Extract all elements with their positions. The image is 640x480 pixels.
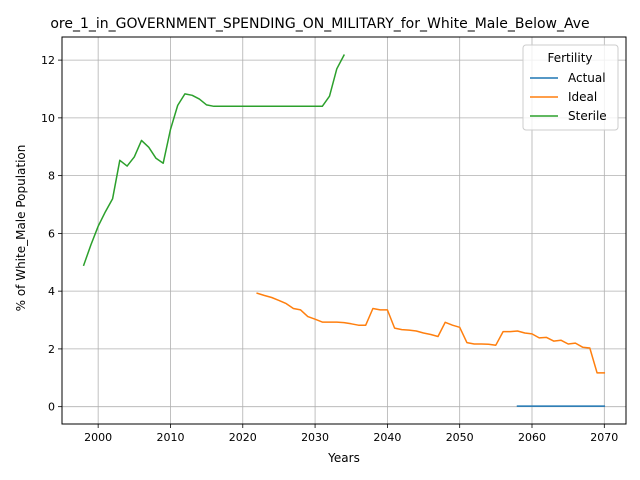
legend-label-sterile: Sterile (568, 109, 607, 123)
legend-box (522, 44, 619, 131)
x-axis-label: Years (327, 451, 360, 465)
y-tick-label: 8 (48, 170, 55, 183)
legend-label-ideal: Ideal (568, 90, 597, 104)
x-tick-label: 2010 (156, 431, 184, 444)
y-tick-label: 2 (48, 343, 55, 356)
y-axis-ticks: 0 2 4 6 8 10 12 (41, 54, 62, 414)
plot-frame (61, 36, 627, 425)
series-line-sterile (82, 54, 346, 267)
legend-entries: Actual Ideal Sterile (530, 71, 607, 123)
series-line-ideal (256, 292, 606, 374)
x-tick-label: 2070 (590, 431, 618, 444)
x-tick-label: 2050 (446, 431, 474, 444)
y-tick-label: 0 (48, 401, 55, 414)
y-tick-label: 10 (41, 112, 55, 125)
x-tick-label: 2020 (229, 431, 257, 444)
plot-area (82, 54, 606, 407)
legend-label-actual: Actual (568, 71, 606, 85)
legend-title: Fertility (547, 51, 592, 65)
x-tick-label: 2060 (518, 431, 546, 444)
x-tick-label: 2040 (373, 431, 401, 444)
series-layer (82, 54, 606, 407)
x-tick-label: 2000 (84, 431, 112, 444)
x-axis-ticks: 2000 2010 2020 2030 2040 2050 2060 2070 (84, 424, 618, 444)
y-tick-label: 12 (41, 54, 55, 67)
y-tick-label: 6 (48, 227, 55, 240)
legend: Fertility Actual Ideal Sterile (522, 44, 619, 131)
chart-title: ore_1_in_GOVERNMENT_SPENDING_ON_MILITARY… (50, 16, 589, 32)
y-axis-label: % of White_Male Population (14, 145, 28, 312)
x-tick-label: 2030 (301, 431, 329, 444)
y-tick-label: 4 (48, 285, 55, 298)
